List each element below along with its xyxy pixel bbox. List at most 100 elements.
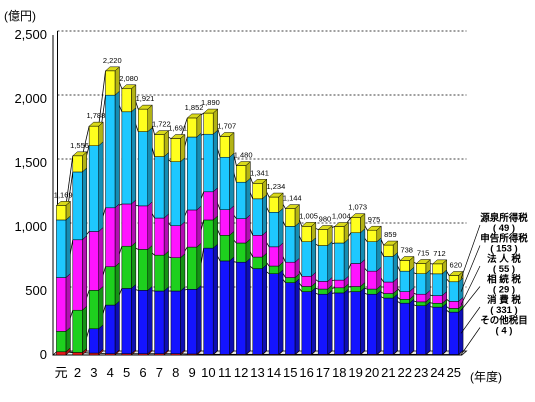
series-connector-line [98, 70, 106, 127]
bar-segment-side [114, 262, 120, 306]
bar-segment-side [311, 287, 317, 355]
bar-segment-withholding [334, 226, 345, 244]
bar-top-face [219, 132, 235, 137]
bar-total-label: 1,073 [348, 203, 367, 212]
bar-segment-side [131, 199, 137, 247]
bar-top-face [203, 108, 219, 114]
bar-top-face [399, 256, 415, 261]
bar-segment-consumption [252, 268, 263, 355]
bar-segment-side [409, 298, 415, 355]
bar-top-face [268, 192, 284, 198]
legend-value-consumption: ( 331 ) [490, 305, 517, 316]
bar-segment-side [262, 264, 267, 355]
legend-label-corporate: 法 人 税 [487, 253, 521, 265]
bar-segment-corporate [432, 295, 443, 304]
bar-top-face [382, 240, 399, 246]
x-tick-label: 23 [414, 365, 428, 380]
bar-segment-corporate [121, 203, 132, 247]
bar-segment-inheritance [219, 235, 230, 262]
bar-segment-side [392, 293, 398, 355]
legend-pointer-line [460, 327, 481, 355]
bar-segment-withholding [252, 183, 263, 200]
bar-segment-inheritance [56, 331, 67, 353]
x-tick-label: 11 [218, 365, 232, 380]
bar-top-face [301, 222, 317, 227]
bar-total-label: 715 [417, 248, 430, 257]
bar-segment-side [245, 257, 251, 355]
bar-segment-consumption [154, 290, 165, 354]
bar-top-face [333, 222, 350, 227]
bar-segment-inheritance [121, 245, 132, 289]
legend-pointer-line [460, 265, 481, 306]
bar-total-label: 1,788 [87, 111, 106, 120]
bar-segment-side [147, 127, 153, 207]
bar-segment-side [180, 253, 186, 292]
bar-segment-consumption [121, 288, 132, 354]
bar-total-label: 1,169 [54, 190, 73, 199]
bar-segment-side [441, 269, 447, 297]
x-tick-label: 5 [123, 365, 130, 380]
x-tick-label: 15 [283, 365, 297, 380]
bar-segment-declared_income [301, 241, 312, 277]
bar-segment-declared_income [72, 171, 83, 241]
x-tick-label: 2 [74, 365, 81, 380]
y-tick-label: 1,500 [14, 155, 47, 170]
bar-segment-other [72, 352, 83, 356]
bar-segment-side [82, 167, 88, 241]
bar-segment-withholding [383, 244, 394, 257]
bar-segment-side [212, 243, 218, 355]
bar-segment-consumption [350, 291, 361, 355]
bar-segment-side [65, 273, 71, 332]
bar-segment-corporate [137, 205, 148, 250]
bars-layer [55, 66, 464, 356]
bar-segment-corporate [367, 270, 378, 290]
bar-segment-other [56, 351, 67, 356]
bar-top-face [317, 225, 333, 230]
bar-segment-side [360, 228, 366, 265]
bar-segment-declared_income [236, 181, 247, 219]
bar-segment-side [98, 285, 104, 330]
bar-segment-inheritance [88, 290, 99, 330]
y-tick-label: 2,500 [14, 27, 47, 42]
bar-total-label: 2,080 [119, 74, 138, 83]
legend-value-other: ( 4 ) [496, 326, 513, 337]
bar-top-face [448, 271, 464, 276]
bar-segment-inheritance [236, 242, 247, 263]
bar-segment-consumption [334, 292, 345, 355]
bar-segment-inheritance [137, 249, 148, 291]
bar-segment-declared_income [432, 273, 443, 296]
bar-segment-corporate [203, 191, 214, 221]
bar-segment-inheritance [350, 286, 361, 292]
bar-segment-consumption [268, 273, 279, 355]
legend-label-declared_income: 申告所得税 [480, 233, 528, 245]
bar-segment-corporate [105, 207, 116, 267]
bar-segment-declared_income [268, 212, 279, 248]
bar-segment-inheritance [170, 257, 181, 292]
bar-segment-side [294, 221, 300, 263]
bar-segment-withholding [448, 275, 459, 283]
bar-segment-consumption [137, 290, 148, 354]
x-tick-label: 8 [172, 365, 179, 380]
bar-segment-side [229, 256, 235, 355]
bar-segment-declared_income [187, 136, 198, 211]
bar-segment-side [82, 235, 88, 311]
bar-segment-side [294, 278, 300, 355]
bar-total-label: 1,234 [266, 182, 285, 191]
bar-segment-declared_income [285, 226, 296, 263]
bar-segment-inheritance [317, 288, 328, 295]
bar-top-face [350, 213, 366, 218]
bar-segment-side [343, 288, 349, 355]
bar-segment-side [245, 214, 251, 244]
bar-total-label: 1,921 [136, 94, 155, 103]
bar-segment-withholding [187, 117, 198, 138]
bar-segment-side [229, 152, 235, 211]
bar-segment-withholding [285, 208, 296, 227]
bar-segment-side [425, 301, 431, 355]
bar-segment-side [278, 207, 284, 248]
bar-segment-corporate [301, 276, 312, 287]
bar-top-face [432, 259, 448, 265]
bar-segment-corporate [317, 281, 328, 290]
legend-label-consumption: 消 費 税 [487, 294, 521, 306]
bar-segment-side [376, 289, 382, 355]
